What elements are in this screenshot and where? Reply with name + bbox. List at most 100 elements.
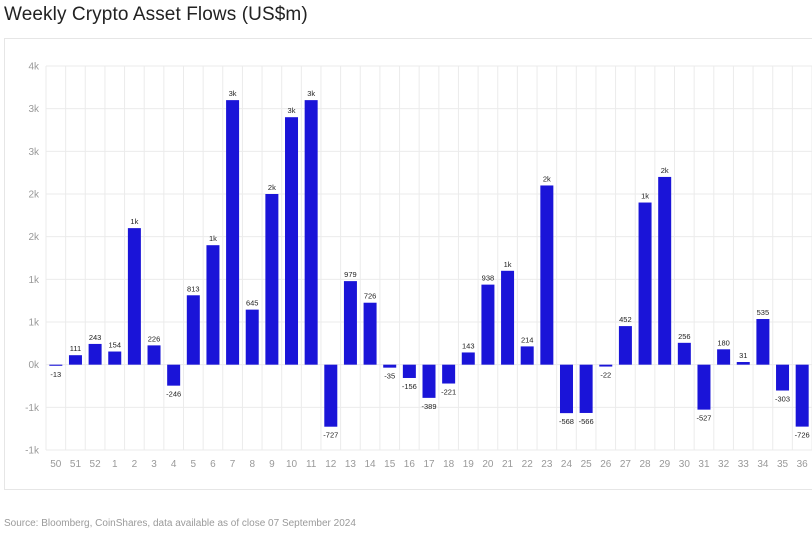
bar — [68, 355, 82, 365]
data-label: 243 — [89, 333, 102, 342]
x-tick-label: 35 — [777, 459, 789, 470]
x-tick-label: 5 — [191, 459, 197, 470]
x-tick-label: 1 — [112, 459, 118, 470]
x-tick-label: 31 — [698, 459, 710, 470]
data-label: 535 — [757, 308, 770, 317]
x-tick-label: 21 — [502, 459, 514, 470]
footer-divider — [4, 489, 812, 490]
bar — [265, 194, 279, 365]
x-tick-label: 34 — [757, 459, 769, 470]
bar — [206, 245, 220, 365]
x-tick-label: 28 — [639, 459, 651, 470]
x-tick-label: 32 — [718, 459, 730, 470]
x-tick-label: 16 — [404, 459, 416, 470]
x-tick-label: 51 — [70, 459, 82, 470]
bar — [383, 364, 397, 368]
data-label: 1k — [130, 217, 138, 226]
bar — [461, 352, 475, 365]
x-tick-label: 19 — [463, 459, 475, 470]
data-label: 3k — [229, 89, 237, 98]
x-tick-label: 25 — [581, 459, 593, 470]
x-tick-label: 27 — [620, 459, 632, 470]
data-label: 31 — [739, 351, 747, 360]
y-tick-label: -1k — [25, 446, 40, 457]
x-tick-label: 10 — [286, 459, 298, 470]
bar — [736, 362, 750, 365]
data-label: 2k — [661, 166, 669, 175]
bar — [501, 270, 515, 365]
bar — [343, 281, 357, 365]
y-tick-label: 3k — [28, 104, 40, 115]
x-tick-label: 29 — [659, 459, 671, 470]
bar — [618, 326, 632, 365]
x-tick-label: 26 — [600, 459, 612, 470]
x-tick-label: 11 — [306, 459, 317, 470]
x-tick-label: 50 — [50, 459, 62, 470]
data-label: -35 — [384, 372, 395, 381]
bar — [658, 176, 672, 365]
data-label: -566 — [579, 417, 594, 426]
bar — [481, 284, 495, 365]
x-tick-label: 2 — [132, 459, 138, 470]
bar — [88, 343, 102, 365]
data-label: -303 — [775, 395, 790, 404]
bar — [127, 228, 141, 365]
x-tick-label: 13 — [345, 459, 357, 470]
x-tick-label: 14 — [365, 459, 377, 470]
data-label: 2k — [543, 174, 551, 183]
y-tick-label: 2k — [28, 232, 40, 243]
bar — [402, 364, 416, 378]
bar — [363, 302, 377, 365]
bar — [756, 319, 770, 365]
x-tick-label: 15 — [384, 459, 396, 470]
x-tick-label: 23 — [541, 459, 553, 470]
x-tick-label: 17 — [423, 459, 435, 470]
data-label: 180 — [717, 338, 730, 347]
x-tick-label: 52 — [90, 459, 102, 470]
bar — [520, 346, 534, 365]
data-label: 726 — [364, 292, 377, 301]
data-label: 452 — [619, 315, 632, 324]
data-label: 154 — [108, 341, 121, 350]
data-label: -156 — [402, 382, 417, 391]
data-label: -221 — [441, 388, 456, 397]
bar — [226, 100, 240, 365]
bar — [108, 351, 122, 365]
data-label: 214 — [521, 335, 534, 344]
y-tick-label: -1k — [25, 403, 40, 414]
x-tick-label: 24 — [561, 459, 573, 470]
x-tick-label: 4 — [171, 459, 177, 470]
data-label: 1k — [641, 192, 649, 201]
bar — [717, 349, 731, 365]
bar — [579, 364, 593, 413]
bar — [324, 364, 338, 427]
data-label: -13 — [50, 370, 61, 379]
bar — [540, 185, 554, 365]
data-label: 111 — [70, 344, 81, 353]
data-label: 645 — [246, 299, 259, 308]
bar — [245, 309, 259, 365]
bar — [559, 364, 573, 414]
bar — [442, 364, 456, 384]
y-tick-label: 3k — [28, 147, 40, 158]
data-label: 1k — [504, 260, 512, 269]
x-tick-label: 6 — [210, 459, 216, 470]
x-tick-label: 3 — [151, 459, 157, 470]
x-tick-label: 12 — [325, 459, 337, 470]
bar — [697, 364, 711, 410]
data-label: -389 — [421, 402, 436, 411]
data-label: 3k — [288, 106, 296, 115]
chart-title: Weekly Crypto Asset Flows (US$m) — [4, 4, 308, 25]
data-label: 938 — [482, 274, 495, 283]
bar — [795, 364, 809, 427]
bar — [638, 202, 652, 365]
y-tick-label: 0k — [28, 360, 40, 371]
data-label: 256 — [678, 332, 691, 341]
data-label: -727 — [323, 431, 338, 440]
source-note: Source: Bloomberg, CoinShares, data avai… — [4, 518, 356, 529]
y-tick-label: 1k — [28, 318, 40, 329]
chart-frame — [4, 38, 812, 490]
x-tick-label: 36 — [797, 459, 809, 470]
data-label: -246 — [166, 390, 181, 399]
